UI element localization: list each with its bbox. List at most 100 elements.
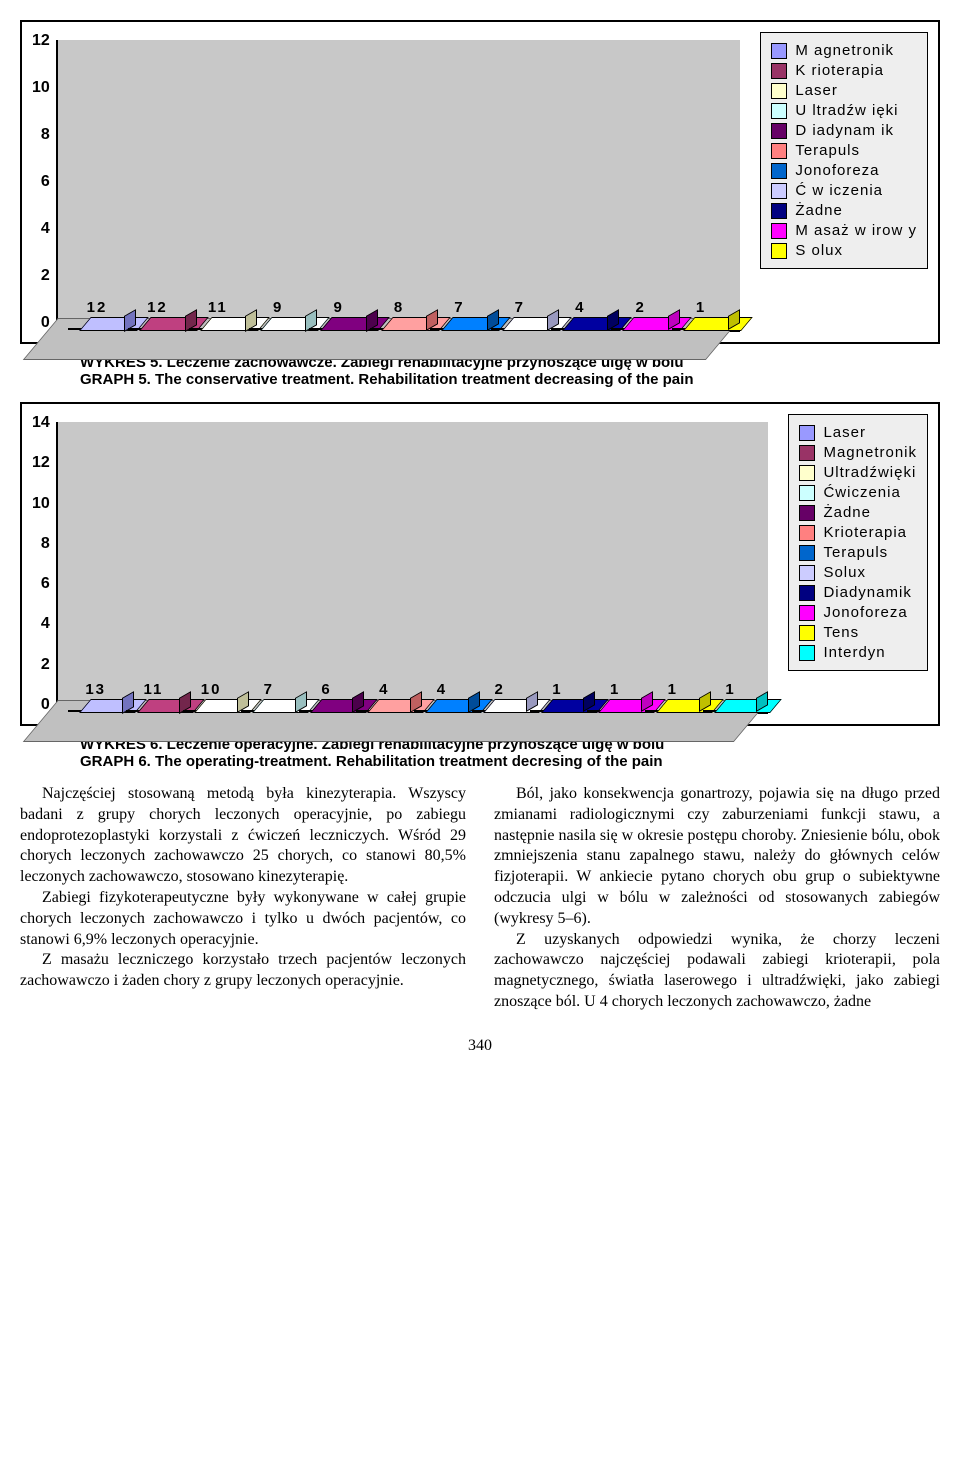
bar-value-label: 13	[69, 681, 123, 698]
bar-value-label: 9	[250, 299, 306, 316]
legend-label: Krioterapia	[823, 524, 907, 541]
legend-label: Żadne	[795, 202, 843, 219]
chart1-plot: 12121199877421	[56, 40, 741, 332]
y-tick: 14	[32, 414, 50, 432]
legend-swatch	[771, 243, 787, 259]
legend-label: Tens	[823, 624, 859, 641]
legend-label: D iadynam ik	[795, 122, 894, 139]
legend-label: Laser	[823, 424, 866, 441]
legend-item: Laser	[771, 82, 917, 99]
legend-swatch	[799, 505, 815, 521]
bar: 2	[611, 328, 669, 330]
legend-item: M agnetronik	[771, 42, 917, 59]
chart2-y-axis: 14121086420	[32, 414, 56, 714]
legend-label: Magnetronik	[823, 444, 917, 461]
bar-front: 13	[68, 710, 124, 712]
bar-value-label: 6	[300, 681, 354, 698]
legend-item: Magnetronik	[799, 444, 917, 461]
bar-front: 4	[356, 710, 412, 712]
bar-front: 1	[672, 328, 730, 330]
bar-front: 7	[491, 328, 549, 330]
legend-label: M asaż w irow y	[795, 222, 917, 239]
chart2-axis-plot: 14121086420 131110764421111	[32, 414, 778, 714]
legend-swatch	[799, 625, 815, 641]
y-tick: 12	[32, 32, 50, 50]
chart1-area: 121086420 12121199877421 M agnetronikK r…	[32, 32, 928, 332]
bar-value-label: 4	[357, 681, 411, 698]
y-tick: 4	[41, 220, 50, 238]
legend-swatch	[799, 445, 815, 461]
bar: 4	[551, 328, 609, 330]
legend-swatch	[771, 143, 787, 159]
legend-item: Interdyn	[799, 644, 917, 661]
chart1-y-axis: 121086420	[32, 32, 56, 332]
bar-front: 1	[703, 710, 759, 712]
chart2-area: 14121086420 131110764421111 LaserMagnetr…	[32, 414, 928, 714]
legend-item: Krioterapia	[799, 524, 917, 541]
body-text: Najczęściej stosowaną metodą była kinezy…	[20, 784, 940, 1013]
chart2-legend: LaserMagnetronikUltradźwiękiĆwiczeniaŻad…	[788, 414, 928, 671]
legend-item: Jonoforeza	[771, 162, 917, 179]
legend-item: Solux	[799, 564, 917, 581]
bar: 2	[472, 710, 528, 712]
y-tick: 4	[41, 615, 50, 633]
bar: 11	[189, 328, 247, 330]
legend-item: Terapuls	[799, 544, 917, 561]
bar-value-label: 2	[473, 681, 527, 698]
legend-swatch	[799, 425, 815, 441]
bar-front: 2	[472, 710, 528, 712]
bar-value-label: 2	[612, 299, 668, 316]
bar: 1	[703, 710, 759, 712]
y-tick: 10	[32, 79, 50, 97]
legend-item: Ć w iczenia	[771, 182, 917, 199]
legend-label: K rioterapia	[795, 62, 884, 79]
chart2-bars: 131110764421111	[68, 422, 759, 712]
legend-swatch	[771, 83, 787, 99]
y-tick: 8	[41, 535, 50, 553]
y-tick: 8	[41, 126, 50, 144]
bar: 8	[370, 328, 428, 330]
bar-front: 11	[189, 328, 247, 330]
bar: 7	[491, 328, 549, 330]
bar: 9	[309, 328, 367, 330]
chart1-bars: 12121199877421	[68, 40, 731, 330]
legend-swatch	[799, 465, 815, 481]
bar-value-label: 1	[531, 681, 585, 698]
bar-front: 7	[430, 328, 488, 330]
legend-label: S olux	[795, 242, 843, 259]
legend-label: Terapuls	[795, 142, 860, 159]
legend-item: Jonoforeza	[799, 604, 917, 621]
legend-item: Terapuls	[771, 142, 917, 159]
bar-front: 9	[309, 328, 367, 330]
page-number: 340	[20, 1037, 940, 1055]
legend-item: M asaż w irow y	[771, 222, 917, 239]
bar-front: 10	[183, 710, 239, 712]
left-column: Najczęściej stosowaną metodą była kinezy…	[20, 784, 466, 1013]
legend-label: Laser	[795, 82, 838, 99]
legend-item: Ultradźwięki	[799, 464, 917, 481]
bar-value-label: 1	[673, 299, 729, 316]
y-tick: 12	[32, 454, 50, 472]
bar-front: 6	[299, 710, 355, 712]
bar-front: 4	[551, 328, 609, 330]
legend-item: U ltradźw ięki	[771, 102, 917, 119]
legend-swatch	[799, 525, 815, 541]
chart1-legend: M agnetronik K rioterapia Laser U ltradźw i…	[760, 32, 928, 269]
legend-item: Laser	[799, 424, 917, 441]
bar-top	[683, 317, 753, 331]
legend-label: Ć w iczenia	[795, 182, 883, 199]
bar: 12	[68, 328, 126, 330]
legend-swatch	[799, 545, 815, 561]
chart2-plot: 131110764421111	[56, 422, 769, 714]
bar: 10	[183, 710, 239, 712]
bar-value-label: 1	[588, 681, 642, 698]
y-tick: 2	[41, 656, 50, 674]
bar-front: 8	[370, 328, 428, 330]
legend-label: Ultradźwięki	[823, 464, 916, 481]
legend-swatch	[771, 203, 787, 219]
legend-swatch	[771, 183, 787, 199]
legend-swatch	[799, 585, 815, 601]
bar: 4	[356, 710, 412, 712]
chart2-frame: 14121086420 131110764421111 LaserMagnetr…	[20, 402, 940, 726]
para-l3: Z masażu leczniczego korzystało trzech p…	[20, 950, 466, 992]
